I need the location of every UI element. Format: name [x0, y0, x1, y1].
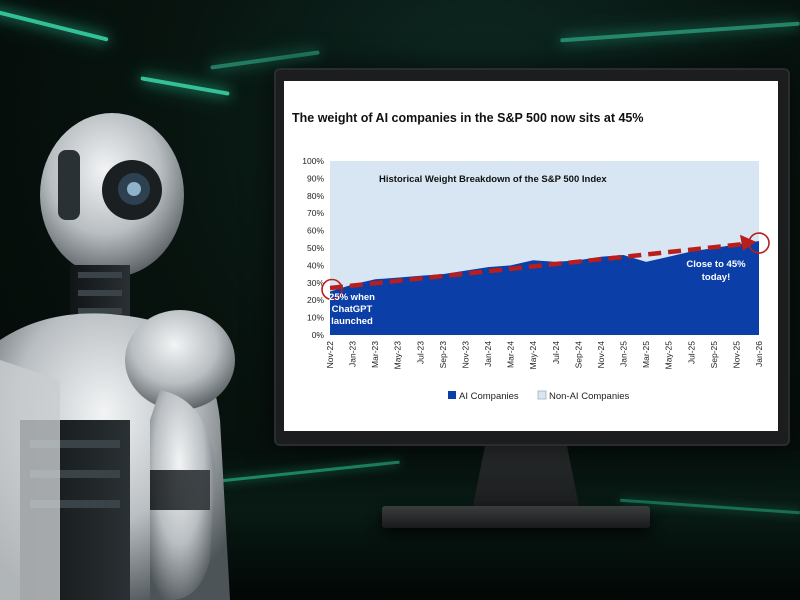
y-tick-label: 10% — [307, 313, 324, 323]
x-tick-label: Mar-25 — [641, 341, 651, 368]
legend-label-ai: AI Companies — [459, 391, 519, 402]
robot-figure-icon — [0, 113, 235, 600]
y-tick-label: 0% — [312, 330, 325, 340]
trend-arrowhead — [739, 234, 756, 251]
x-tick-label: Jan-24 — [483, 341, 493, 367]
y-tick-label: 50% — [307, 243, 324, 253]
annotation-today: Close to 45% — [686, 259, 746, 270]
annotation-launch: ChatGPT — [332, 304, 373, 315]
y-tick-label: 60% — [307, 226, 324, 236]
y-tick-label: 40% — [307, 260, 324, 270]
x-tick-label: Jul-23 — [415, 341, 425, 364]
legend-swatch-non-ai — [537, 390, 547, 400]
x-tick-label: Mar-23 — [370, 341, 380, 368]
y-tick-label: 30% — [307, 278, 324, 288]
monitor-stand-base — [382, 506, 650, 528]
desktop-monitor-icon: The weight of AI companies in the S&P 50… — [274, 68, 790, 446]
x-tick-label: Mar-24 — [506, 341, 516, 368]
y-tick-label: 70% — [307, 208, 324, 218]
x-tick-label: May-23 — [393, 341, 403, 370]
start-highlight-circle — [321, 278, 343, 301]
plot-area: Historical Weight Breakdown of the S&P 5… — [302, 156, 770, 402]
monitor-screen: The weight of AI companies in the S&P 50… — [284, 81, 778, 431]
y-tick-label: 80% — [307, 191, 324, 201]
x-tick-label: Sep-25 — [709, 341, 719, 369]
end-highlight-circle — [748, 232, 770, 254]
x-tick-label: Nov-24 — [596, 341, 606, 369]
ceiling-light-strip — [560, 21, 800, 43]
x-tick-label: Jan-26 — [754, 341, 764, 367]
x-tick-label: Nov-25 — [731, 341, 741, 369]
y-tick-label: 100% — [302, 156, 324, 166]
x-tick-label: Jan-23 — [348, 341, 358, 367]
x-tick-label: Nov-22 — [325, 341, 335, 369]
y-tick-label: 90% — [307, 173, 324, 183]
x-tick-label: May-25 — [664, 341, 674, 370]
x-tick-label: Sep-23 — [438, 341, 448, 369]
x-tick-label: Jul-24 — [551, 341, 561, 364]
chart-subtitle: Historical Weight Breakdown of the S&P 5… — [379, 174, 607, 185]
y-tick-label: 20% — [307, 295, 324, 305]
annotation-launch: launched — [331, 316, 373, 327]
x-tick-label: Nov-23 — [460, 341, 470, 369]
ai-companies-area — [330, 241, 759, 335]
monitor-stand-neck — [472, 446, 580, 510]
area-chart: The weight of AI companies in the S&P 50… — [292, 111, 770, 402]
x-tick-label: May-24 — [528, 341, 538, 370]
trend-line — [329, 242, 743, 291]
legend-swatch-ai — [448, 391, 456, 399]
x-tick-label: Jul-25 — [686, 341, 696, 364]
annotation-today: today! — [702, 272, 731, 283]
x-tick-label: Jan-25 — [619, 341, 629, 367]
annotation-launch: 25% when — [329, 292, 375, 303]
legend-label-non-ai: Non-AI Companies — [549, 391, 630, 402]
x-tick-label: Sep-24 — [573, 341, 583, 369]
chart-title: The weight of AI companies in the S&P 50… — [292, 111, 643, 125]
